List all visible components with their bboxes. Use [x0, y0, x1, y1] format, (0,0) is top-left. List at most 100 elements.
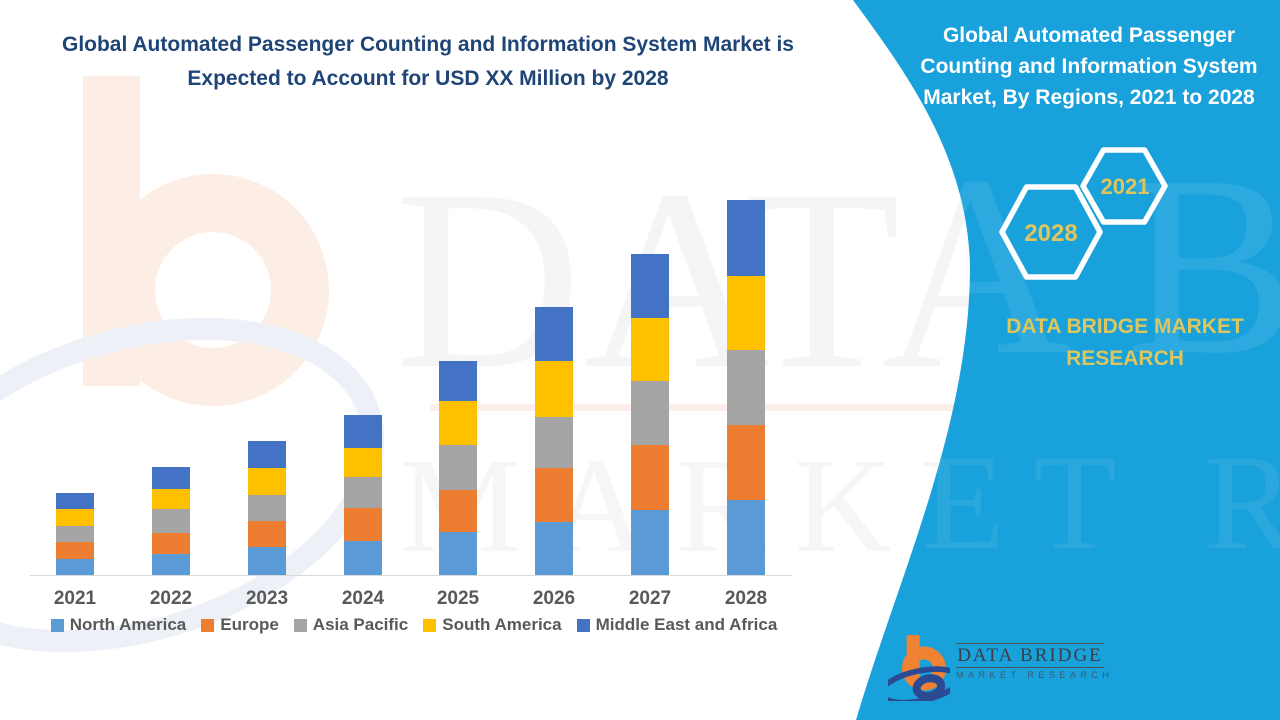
x-axis-label-2024: 2024 — [341, 588, 385, 609]
hexagon-badges: 2021 2028 — [999, 147, 1168, 280]
bar-segment-2026-south-america — [535, 361, 573, 417]
legend-swatch — [423, 619, 437, 632]
bar-segment-2023-asia-pacific — [248, 495, 286, 521]
legend-label: North America — [69, 615, 187, 634]
bar-segment-2024-south-america — [344, 448, 382, 477]
stacked-bar-2026 — [535, 307, 573, 575]
legend-label: Europe — [220, 615, 279, 634]
bar-segment-2021-middle-east-and-africa — [56, 493, 94, 509]
legend-swatch — [293, 619, 307, 632]
logo-subtitle: MARKET RESEARCH — [956, 670, 1114, 680]
bar-segment-2023-middle-east-and-africa — [248, 441, 286, 468]
bar-segment-2021-asia-pacific — [56, 526, 94, 542]
stacked-bar-2022 — [152, 467, 190, 575]
legend-item-europe: Europe — [201, 615, 279, 635]
chart-legend: North America Europe Asia Pacific South Ame… — [28, 615, 800, 635]
bar-segment-2027-europe — [631, 445, 669, 510]
databridge-logo: DATA BRIDGE MARKET RESEARCH — [888, 631, 1114, 701]
legend-label: South America — [442, 615, 562, 634]
bar-segment-2025-middle-east-and-africa — [439, 361, 477, 401]
stacked-bar-2021 — [56, 493, 94, 575]
bar-segment-2028-north-america — [727, 500, 765, 575]
bar-segment-2024-europe — [344, 508, 382, 541]
logo-text-block: DATA BRIDGE MARKET RESEARCH — [956, 643, 1114, 680]
legend-swatch — [50, 619, 64, 632]
logo-rule-top — [956, 643, 1104, 644]
x-axis-label-2022: 2022 — [149, 588, 193, 609]
bar-segment-2026-asia-pacific — [535, 417, 573, 468]
chart-title: Global Automated Passenger Counting and … — [25, 28, 831, 96]
stacked-bar-2028 — [727, 200, 765, 575]
bar-segment-2023-europe — [248, 521, 286, 547]
bar-segment-2026-middle-east-and-africa — [535, 307, 573, 361]
bar-segment-2022-middle-east-and-africa — [152, 467, 190, 489]
band-shape — [853, 0, 1280, 720]
logo-name: DATA BRIDGE — [957, 645, 1103, 666]
bar-segment-2025-south-america — [439, 401, 477, 445]
bar-segment-2023-south-america — [248, 468, 286, 495]
bar-segment-2021-north-america — [56, 559, 94, 575]
bar-segment-2027-south-america — [631, 318, 669, 381]
plot-area — [30, 198, 796, 576]
bar-segment-2026-north-america — [535, 522, 573, 575]
bar-segment-2024-asia-pacific — [344, 477, 382, 508]
bar-segment-2028-asia-pacific — [727, 350, 765, 425]
x-axis-label-2027: 2027 — [628, 588, 672, 609]
databridge-logo-mark — [888, 635, 950, 701]
stacked-bar-2024 — [344, 415, 382, 575]
bar-segment-2027-asia-pacific — [631, 381, 669, 445]
bar-segment-2025-north-america — [439, 532, 477, 575]
hexagon-2028 — [999, 184, 1103, 280]
x-axis-labels: 2021 2022 2023 2024 2025 2026 2027 2028 — [30, 588, 796, 612]
x-axis-label-2021: 2021 — [53, 588, 97, 609]
logo-rule-bottom — [956, 667, 1104, 668]
bar-segment-2027-middle-east-and-africa — [631, 254, 669, 318]
bar-segment-2028-south-america — [727, 276, 765, 350]
legend-item-middle-east-and-africa: Middle East and Africa — [576, 615, 778, 635]
hexagon-2021 — [1080, 147, 1168, 225]
bar-segment-2021-europe — [56, 542, 94, 559]
bar-segment-2028-middle-east-and-africa — [727, 200, 765, 276]
bar-segment-2022-asia-pacific — [152, 509, 190, 533]
x-axis-label-2026: 2026 — [532, 588, 576, 609]
bar-segment-2025-europe — [439, 490, 477, 532]
chart-title-line1: Global Automated Passenger Counting and … — [61, 33, 794, 56]
stacked-bar-2027 — [631, 254, 669, 575]
bar-segment-2025-asia-pacific — [439, 445, 477, 490]
bar-segment-2024-middle-east-and-africa — [344, 415, 382, 448]
brand-text: DATA BRIDGE MARKET RESEARCH — [1006, 315, 1244, 370]
watermark-b-bowl — [97, 174, 329, 406]
stacked-bar-2023 — [248, 441, 286, 575]
x-axis-label-2028: 2028 — [724, 588, 768, 609]
bar-segment-2022-europe — [152, 533, 190, 554]
band-watermark-line2: MARKET RESEARCH — [402, 428, 1280, 578]
bar-segment-2026-europe — [535, 468, 573, 522]
bar-segment-2022-north-america — [152, 554, 190, 575]
bar-segment-2028-europe — [727, 425, 765, 500]
hexagon-2028-label: 2028 — [1024, 220, 1077, 247]
bar-segment-2021-south-america — [56, 509, 94, 526]
x-axis-line — [30, 575, 792, 576]
legend-label: Middle East and Africa — [595, 615, 778, 634]
chart-title-line2: Expected to Account for USD XX Million b… — [187, 67, 669, 90]
legend-swatch — [201, 619, 215, 632]
legend-swatch — [576, 619, 590, 632]
x-axis-label-2023: 2023 — [245, 588, 289, 609]
x-axis-label-2025: 2025 — [436, 588, 480, 609]
legend-label: Asia Pacific — [312, 615, 409, 634]
bar-segment-2027-north-america — [631, 510, 669, 575]
bar-segment-2022-south-america — [152, 489, 190, 509]
legend-item-south-america: South America — [423, 615, 562, 635]
watermark-underline — [430, 404, 958, 411]
watermark-swoosh-ellipse — [0, 317, 385, 653]
hexagon-2021-label: 2021 — [1101, 174, 1150, 199]
legend-item-asia-pacific: Asia Pacific — [293, 615, 409, 635]
logo-swoosh — [888, 666, 950, 701]
bar-segment-2023-north-america — [248, 547, 286, 575]
logo-d — [912, 674, 946, 700]
legend-item-north-america: North America — [50, 615, 187, 635]
bar-segment-2024-north-america — [344, 541, 382, 575]
stacked-bar-2025 — [439, 361, 477, 575]
